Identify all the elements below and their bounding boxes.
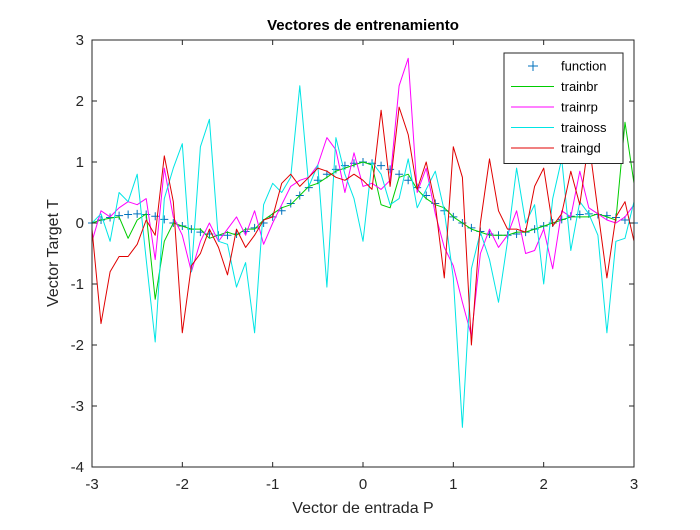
data-point-marker [133,209,142,218]
legend-item-trainoss: trainoss [511,120,607,135]
x-tick-label: -1 [266,476,279,493]
x-tick-label: 2 [539,476,547,493]
data-point-marker [124,210,133,219]
y-tick-label: 0 [76,215,84,232]
y-tick-label: -1 [71,276,84,293]
y-tick-label: 1 [76,154,84,171]
y-tick-label: -2 [71,337,84,354]
series-traingd [91,106,635,346]
series-trainoss [91,85,635,428]
series-line-traingd [91,106,635,346]
series-trainrp [91,57,635,337]
y-tick-label: 2 [76,93,84,110]
x-axis-label: Vector de entrada P [292,500,433,517]
legend-label: traingd [561,141,601,156]
y-tick-label: -4 [71,459,84,476]
legend-item-function: function [528,59,607,74]
data-point-marker [404,176,413,185]
data-point-marker [250,223,259,232]
y-tick-label: 3 [76,32,84,49]
data-point-marker [386,165,395,174]
chart-title: Vectores de entrenamiento [267,17,459,34]
legend-item-trainrp: trainrp [511,100,598,115]
series-layer [88,57,638,428]
x-tick-label: 3 [630,476,638,493]
data-point-marker [512,229,521,238]
data-point-marker [377,161,386,170]
x-tick-label: 0 [359,476,367,493]
legend-label: function [561,59,607,74]
series-line-trainbr [91,121,635,300]
legend-swatch [528,61,538,71]
x-tick-label: -2 [176,476,189,493]
data-point-marker [115,211,124,220]
legend-label: trainrp [561,100,598,115]
legend: function trainbr trainrp trainoss traingd [503,52,624,164]
x-tick-label: 1 [449,476,457,493]
series-line-trainrp [91,57,635,337]
data-point-marker [160,215,169,224]
data-point-marker [151,212,160,221]
legend-label: trainbr [561,79,599,94]
data-point-marker [286,199,295,208]
y-tick-label: -3 [71,398,84,415]
legend-label: trainoss [561,120,607,135]
series-line-trainoss [91,85,635,428]
series-trainbr [91,121,635,300]
legend-item-traingd: traingd [511,141,601,156]
legend-item-trainbr: trainbr [511,79,599,94]
x-tick-label: -3 [85,476,98,493]
data-point-marker [331,165,340,174]
y-axis-label: Vector Target T [45,199,62,307]
legend-box [503,52,624,164]
